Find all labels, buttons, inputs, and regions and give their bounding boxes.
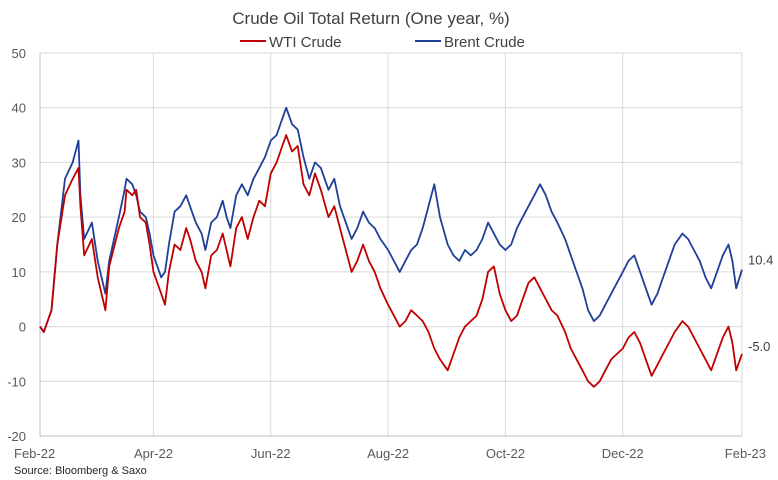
x-tick-label: Feb-22 bbox=[14, 446, 55, 461]
legend-label-brent: Brent Crude bbox=[444, 34, 525, 51]
y-tick-label: -20 bbox=[7, 429, 26, 444]
series-line-brent bbox=[39, 106, 743, 333]
y-tick-label: 20 bbox=[12, 210, 26, 225]
chart-title: Crude Oil Total Return (One year, %) bbox=[232, 9, 509, 28]
end-labels: -5.0 10.4 bbox=[748, 253, 773, 354]
end-label-brent: 10.4 bbox=[748, 253, 773, 268]
series-line-wti bbox=[39, 134, 743, 388]
y-tick-label: 50 bbox=[12, 46, 26, 61]
end-label-wti: -5.0 bbox=[748, 339, 770, 354]
y-tick-label: 0 bbox=[19, 320, 26, 335]
x-tick-label: Oct-22 bbox=[486, 446, 525, 461]
y-tick-label: 10 bbox=[12, 265, 26, 280]
y-axis-ticks: -20 -10 0 10 20 30 40 50 bbox=[7, 46, 26, 444]
legend-label-wti: WTI Crude bbox=[269, 34, 342, 51]
series-layer bbox=[39, 106, 743, 388]
x-tick-label: Apr-22 bbox=[134, 446, 173, 461]
x-tick-label: Feb-23 bbox=[725, 446, 766, 461]
x-axis-ticks: Feb-22 Apr-22 Jun-22 Aug-22 Oct-22 Dec-22 Feb-… bbox=[14, 446, 766, 461]
x-tick-label: Dec-22 bbox=[602, 446, 644, 461]
x-tick-label: Aug-22 bbox=[367, 446, 409, 461]
x-tick-label: Jun-22 bbox=[251, 446, 291, 461]
y-tick-label: 40 bbox=[12, 101, 26, 116]
y-tick-label: 30 bbox=[12, 155, 26, 170]
grid-lines bbox=[39, 52, 743, 437]
source-note: Source: Bloomberg & Saxo bbox=[14, 465, 147, 477]
legend: WTI Crude Brent Crude bbox=[240, 34, 525, 51]
y-tick-label: -10 bbox=[7, 374, 26, 389]
